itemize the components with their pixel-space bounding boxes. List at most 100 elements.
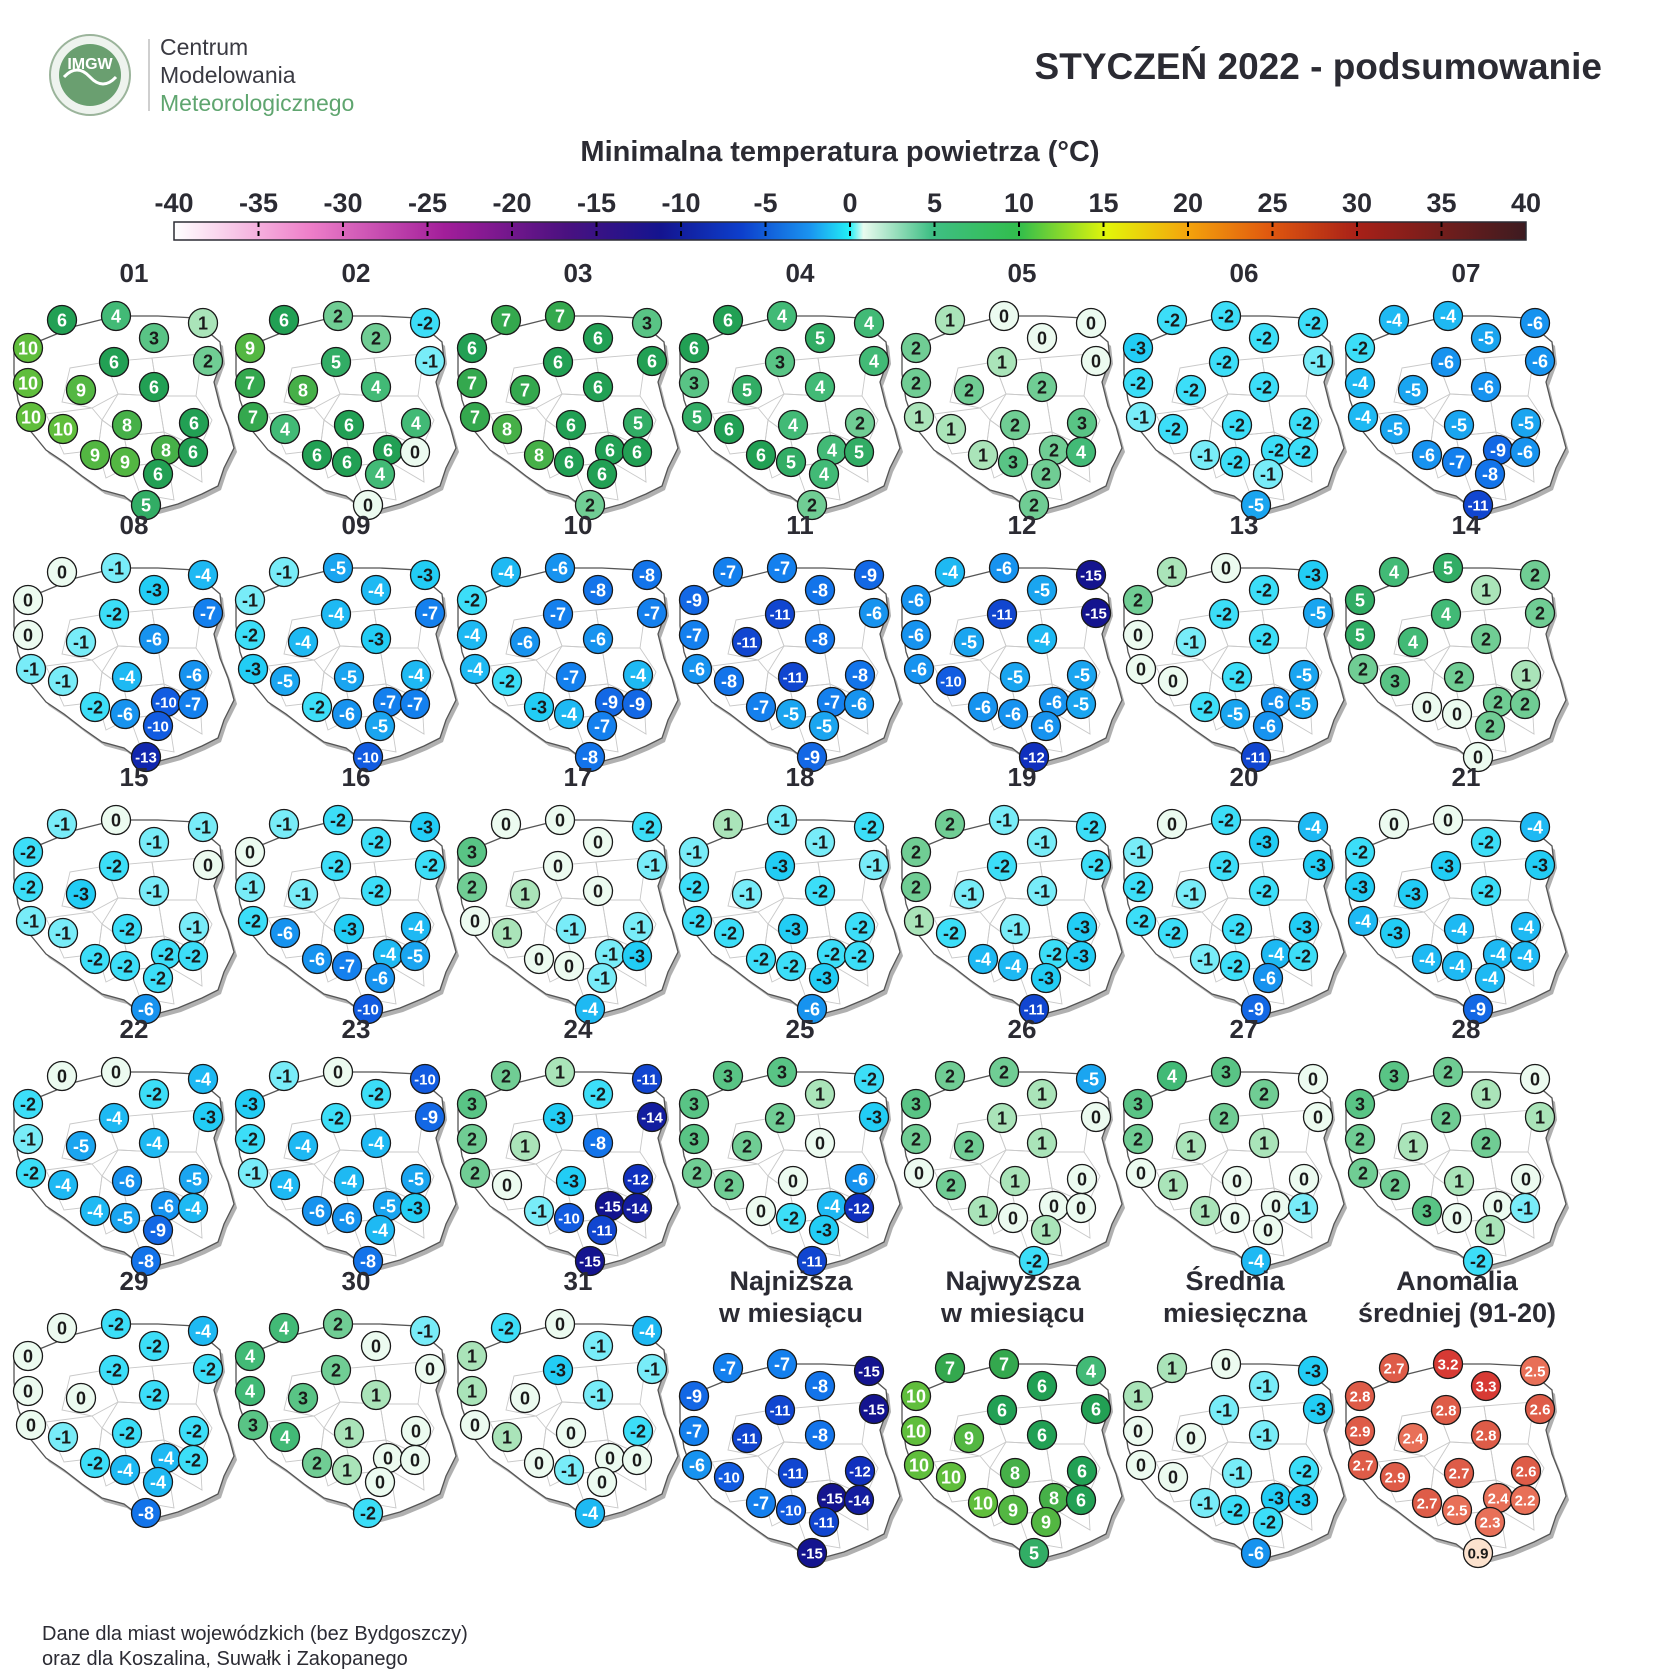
station-value: -6	[1517, 442, 1533, 462]
station-value: -1	[812, 832, 828, 852]
station-marker	[934, 808, 966, 840]
station-marker	[456, 871, 488, 903]
station-marker	[853, 559, 885, 591]
station-marker	[1248, 574, 1280, 606]
station-marker	[187, 307, 219, 339]
station-marker	[234, 871, 266, 903]
station-marker	[331, 950, 363, 982]
station-value: 2	[1520, 694, 1530, 714]
station-value: 2	[1355, 1129, 1365, 1149]
station-marker	[12, 1375, 44, 1407]
station-value: -9	[629, 694, 645, 714]
station-marker	[320, 1102, 352, 1134]
station-marker	[509, 1130, 541, 1162]
station-value: 2	[1443, 1062, 1453, 1082]
station-value: 0	[534, 949, 544, 969]
station-value: -8	[138, 1503, 154, 1523]
station-marker	[12, 1340, 44, 1372]
station-value: -6	[158, 1196, 174, 1216]
station-value: -5	[1478, 328, 1494, 348]
org-line-3: Meteorologicznego	[160, 90, 355, 116]
station-value: 8	[122, 415, 132, 435]
station-value: 0	[363, 495, 373, 515]
station-marker	[234, 367, 266, 399]
station-value: -2	[1227, 1500, 1243, 1520]
station-marker	[731, 878, 763, 910]
station-value: -3	[417, 817, 433, 837]
scale-tick-label: 15	[1088, 188, 1118, 218]
station-value: 0	[375, 1472, 385, 1492]
station-marker	[177, 1192, 209, 1224]
station-marker	[712, 808, 744, 840]
station-value: 8	[534, 445, 544, 465]
station-value: -7	[774, 558, 790, 578]
station-marker	[111, 409, 143, 441]
station-marker	[997, 1494, 1029, 1526]
station-marker	[586, 962, 618, 994]
station-value: -3	[146, 580, 162, 600]
station-value: -2	[753, 949, 769, 969]
station-value: -4	[380, 944, 396, 964]
station-marker	[745, 439, 777, 471]
station-value: 6	[593, 377, 603, 397]
map-panel: 23-3-1 0-2-10-9-2-2-4-4-1 -4 -5-4-5-6 -6-4-3…	[234, 1014, 459, 1277]
station-marker	[15, 653, 47, 685]
station-marker	[1470, 1370, 1502, 1402]
station-value: 1	[1133, 1386, 1143, 1406]
station-marker	[574, 1245, 606, 1277]
station-value: 2	[911, 877, 921, 897]
station-value: -5	[1451, 415, 1467, 435]
station-value: 1	[344, 1423, 354, 1443]
station-marker	[360, 875, 392, 907]
station-value: -4	[582, 999, 598, 1019]
station-marker	[1219, 1202, 1251, 1234]
station-marker	[1219, 950, 1251, 982]
station-value: -11	[783, 1465, 804, 1482]
station-marker	[900, 619, 932, 651]
panel-day-label: 20	[1230, 762, 1259, 792]
station-value: -4	[1355, 407, 1371, 427]
station-marker	[777, 1457, 809, 1489]
station-value: 0	[410, 1450, 420, 1470]
station-marker	[98, 850, 130, 882]
station-value: 0	[1091, 1107, 1101, 1127]
station-value: 0	[23, 1346, 33, 1366]
station-value: -2	[824, 944, 840, 964]
station-value: -6	[866, 603, 882, 623]
station-marker	[237, 1157, 269, 1189]
station-marker	[509, 626, 541, 658]
station-marker	[1189, 1195, 1221, 1227]
station-marker	[15, 905, 47, 937]
station-marker	[1344, 1415, 1376, 1447]
station-value: 2	[1049, 440, 1059, 460]
station-marker	[360, 371, 392, 403]
station-value: 0	[597, 1472, 607, 1492]
station-marker	[766, 1056, 798, 1088]
station-marker	[582, 371, 614, 403]
station-value: -4	[498, 562, 514, 582]
station-value: 1	[502, 923, 512, 943]
station-marker	[1210, 1056, 1242, 1088]
station-marker	[1411, 1195, 1443, 1227]
station-value: -1	[55, 671, 71, 691]
station-value: 2	[911, 1129, 921, 1149]
station-marker	[12, 367, 44, 399]
station-marker	[988, 1348, 1020, 1380]
station-marker	[678, 1380, 710, 1412]
station-value: -6	[908, 590, 924, 610]
station-value: 1	[555, 1062, 565, 1082]
station-value: -2	[330, 810, 346, 830]
voivodeship-border	[823, 647, 879, 701]
station-marker	[1065, 688, 1097, 720]
station-value: -4	[582, 1503, 598, 1523]
station-value: 1	[1037, 1084, 1047, 1104]
scale-tick-label: 0	[842, 188, 857, 218]
station-marker	[98, 1102, 130, 1134]
station-value: -4	[1248, 1251, 1264, 1271]
station-value: -1	[186, 917, 202, 937]
station-marker	[681, 1449, 713, 1481]
station-value: 5	[692, 407, 702, 427]
station-value: 2	[585, 495, 595, 515]
station-marker	[491, 1421, 523, 1453]
